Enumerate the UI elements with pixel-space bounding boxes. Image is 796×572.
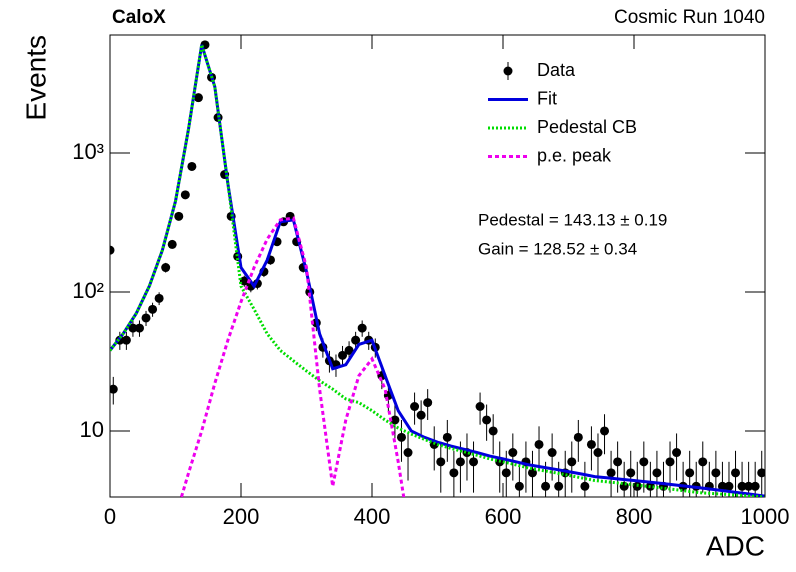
data-point (737, 481, 747, 491)
data-point (586, 439, 596, 449)
data-point (351, 335, 361, 345)
data-point (757, 468, 765, 478)
data-point (711, 468, 721, 478)
data-point (403, 448, 413, 458)
data-point (482, 415, 492, 425)
x-axis-label: ADC (706, 530, 765, 561)
y-tick-label: 10 (80, 417, 104, 442)
data-point (423, 398, 433, 408)
data-point (396, 432, 406, 442)
x-tick-label: 0 (104, 504, 116, 529)
data-point (338, 350, 348, 360)
data-point (167, 239, 177, 249)
x-tick-label: 400 (354, 504, 391, 529)
data-point (626, 468, 636, 478)
data-point (606, 468, 616, 478)
x-tick-label: 800 (616, 504, 653, 529)
data-point (698, 457, 708, 467)
data-point (180, 190, 190, 200)
data-point (508, 448, 518, 458)
data-point (567, 457, 577, 467)
curve (179, 216, 406, 497)
legend-label: Data (537, 60, 576, 80)
chart-subtitle: Cosmic Run 1040 (614, 7, 765, 28)
plot-area (110, 40, 765, 497)
data-point (724, 481, 734, 491)
data-point (685, 468, 695, 478)
data-point (613, 457, 623, 467)
data-point (357, 323, 367, 333)
x-tick-label: 600 (485, 504, 522, 529)
data-point (436, 457, 446, 467)
data-point (161, 263, 171, 273)
data-point (148, 304, 158, 314)
data-point (455, 457, 465, 467)
plot-frame (109, 34, 766, 498)
data-point (717, 481, 727, 491)
data-point (442, 432, 452, 442)
data-point (501, 468, 511, 478)
data-point (416, 410, 426, 420)
data-point (344, 345, 354, 355)
curve (110, 44, 765, 497)
data-point (547, 448, 557, 458)
data-point (187, 161, 197, 171)
data-point (639, 457, 649, 467)
data-point (744, 481, 754, 491)
data-point (593, 448, 603, 458)
data-point (410, 402, 420, 412)
data-point (580, 481, 590, 491)
data-point (554, 481, 564, 491)
data-point (541, 481, 551, 491)
data-point (449, 468, 459, 478)
data-point (600, 426, 610, 436)
data-point (174, 211, 184, 221)
data-point (672, 448, 682, 458)
data-point (573, 432, 583, 442)
legend-label: p.e. peak (537, 145, 612, 165)
data-point (652, 468, 662, 478)
data-point (514, 481, 524, 491)
data-point (750, 481, 760, 491)
data-point (469, 457, 479, 467)
chart-title: CaloX (112, 7, 166, 28)
annotation: Pedestal = 143.13 ± 0.19 (478, 210, 667, 229)
curve (110, 44, 765, 497)
data-point (134, 323, 144, 333)
y-tick-label: 10³ (72, 139, 104, 164)
annotation: Gain = 128.52 ± 0.34 (478, 239, 637, 258)
data-point (154, 293, 164, 303)
x-tick-label: 200 (223, 504, 260, 529)
data-point (731, 468, 741, 478)
x-tick-label: 1000 (741, 504, 790, 529)
data-point (534, 439, 544, 449)
data-point (110, 384, 118, 394)
legend-label: Pedestal CB (537, 117, 637, 137)
data-point (141, 313, 151, 323)
data-point (488, 426, 498, 436)
data-point (475, 402, 485, 412)
data-point (128, 323, 138, 333)
legend-label: Fit (537, 88, 557, 108)
data-point (193, 93, 203, 103)
y-tick-label: 10² (72, 278, 104, 303)
data-point (121, 335, 131, 345)
legend-symbol (503, 66, 513, 76)
data-point (665, 457, 675, 467)
data-point (110, 245, 115, 255)
data-point (390, 415, 400, 425)
y-axis-label: Events (20, 35, 51, 121)
